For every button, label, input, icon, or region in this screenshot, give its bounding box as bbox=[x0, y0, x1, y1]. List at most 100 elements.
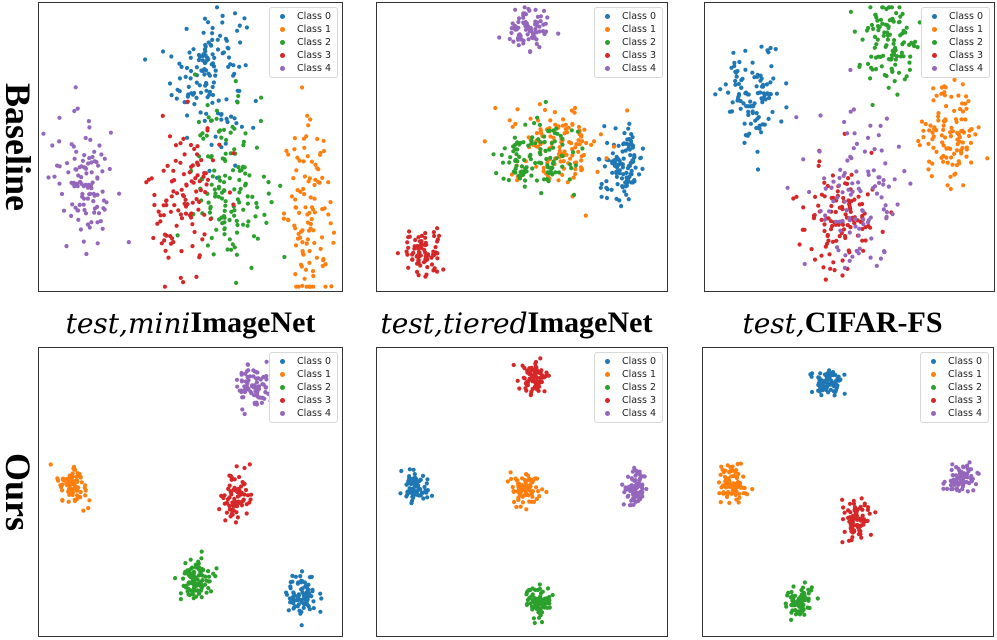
legend-marker-icon bbox=[279, 66, 285, 71]
data-point bbox=[838, 377, 843, 382]
data-point bbox=[66, 170, 71, 175]
data-point bbox=[817, 389, 822, 394]
data-point bbox=[532, 599, 538, 604]
data-point bbox=[222, 208, 227, 213]
data-point bbox=[865, 135, 871, 140]
data-point bbox=[412, 246, 417, 251]
data-point bbox=[872, 34, 878, 39]
legend-label: Class 3 bbox=[296, 50, 331, 61]
data-point bbox=[856, 180, 861, 185]
data-point bbox=[985, 156, 990, 161]
data-point bbox=[234, 121, 239, 126]
data-point bbox=[420, 473, 426, 478]
data-point bbox=[61, 208, 67, 213]
data-point bbox=[533, 374, 539, 379]
data-point bbox=[210, 158, 216, 163]
data-point bbox=[539, 620, 545, 625]
data-point bbox=[315, 136, 320, 142]
data-point bbox=[209, 154, 214, 159]
data-point bbox=[524, 507, 529, 512]
data-point bbox=[242, 16, 247, 21]
data-point bbox=[573, 163, 578, 168]
data-point bbox=[822, 222, 827, 227]
data-point bbox=[640, 494, 645, 499]
data-point bbox=[89, 186, 94, 191]
data-point bbox=[732, 63, 737, 69]
data-point bbox=[303, 205, 308, 210]
data-point bbox=[883, 44, 888, 50]
data-point bbox=[892, 79, 897, 84]
data-point bbox=[97, 143, 102, 148]
data-point bbox=[967, 128, 972, 133]
data-point bbox=[856, 194, 861, 199]
data-point bbox=[873, 510, 878, 515]
data-point bbox=[827, 209, 832, 214]
data-point bbox=[217, 175, 222, 180]
data-point bbox=[754, 125, 759, 131]
data-point bbox=[321, 258, 326, 263]
data-point bbox=[629, 168, 634, 173]
data-point bbox=[878, 54, 883, 60]
data-point bbox=[210, 37, 215, 43]
data-point bbox=[220, 20, 225, 25]
data-point bbox=[70, 202, 75, 207]
data-point bbox=[717, 491, 722, 496]
data-point bbox=[301, 186, 306, 192]
data-point bbox=[784, 105, 789, 110]
data-point bbox=[829, 195, 834, 201]
data-point bbox=[737, 59, 742, 65]
data-point bbox=[833, 372, 838, 377]
data-point bbox=[516, 490, 521, 495]
data-point bbox=[232, 11, 238, 16]
data-point bbox=[610, 151, 615, 156]
data-point bbox=[522, 11, 527, 16]
data-point bbox=[954, 465, 959, 470]
data-point bbox=[198, 188, 203, 193]
data-point bbox=[236, 93, 241, 99]
data-point bbox=[515, 107, 520, 112]
data-point bbox=[939, 133, 944, 138]
data-point bbox=[311, 273, 316, 279]
data-point bbox=[831, 179, 836, 184]
data-point bbox=[79, 181, 84, 186]
data-point bbox=[750, 60, 755, 65]
data-point bbox=[187, 592, 192, 598]
series-class-2 bbox=[848, 5, 922, 108]
legend-label: Class 0 bbox=[296, 356, 331, 367]
legend-marker-icon bbox=[279, 27, 285, 32]
data-point bbox=[87, 498, 92, 503]
data-point bbox=[945, 160, 950, 165]
data-point bbox=[545, 165, 550, 170]
data-point bbox=[232, 245, 237, 250]
data-point bbox=[572, 105, 578, 111]
data-point bbox=[871, 185, 876, 191]
data-point bbox=[207, 73, 212, 78]
legend-marker-icon bbox=[930, 359, 936, 364]
data-point bbox=[847, 202, 852, 207]
data-point bbox=[783, 601, 788, 606]
data-point bbox=[630, 469, 635, 474]
data-point bbox=[575, 129, 581, 134]
legend-entry: Class 0 bbox=[927, 10, 983, 23]
data-point bbox=[246, 368, 251, 373]
caption-tieredimagenet: test, tiered ImageNet bbox=[364, 303, 669, 343]
data-point bbox=[413, 492, 418, 497]
data-point bbox=[152, 192, 157, 198]
data-point bbox=[954, 477, 959, 482]
data-point bbox=[861, 248, 866, 253]
data-point bbox=[560, 164, 565, 169]
legend-entry: Class 2 bbox=[926, 381, 982, 394]
data-point bbox=[799, 609, 804, 614]
data-point bbox=[802, 594, 807, 599]
data-point bbox=[631, 487, 636, 492]
data-point bbox=[818, 113, 823, 118]
data-point bbox=[221, 180, 227, 185]
data-point bbox=[738, 485, 743, 490]
data-point bbox=[182, 201, 187, 206]
data-point bbox=[632, 155, 637, 160]
data-point bbox=[542, 139, 547, 145]
data-point bbox=[514, 27, 519, 32]
data-point bbox=[96, 163, 101, 168]
data-point bbox=[627, 503, 633, 508]
legend: Class 0 Class 1 Class 2 Class 3 Class 4 bbox=[593, 352, 663, 423]
